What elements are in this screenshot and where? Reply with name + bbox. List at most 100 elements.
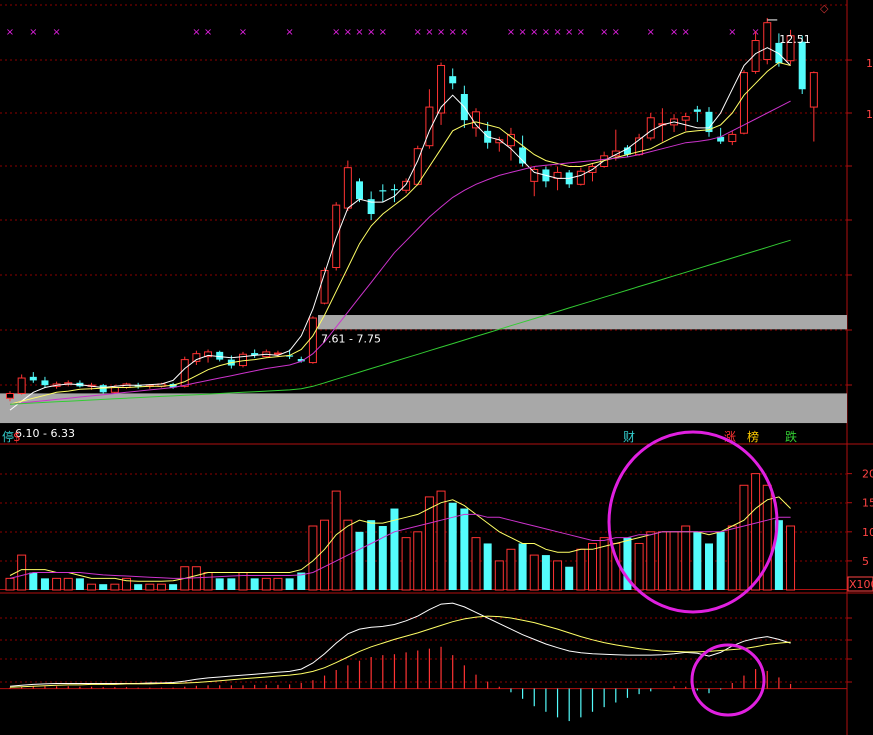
volume-unit-box (847, 576, 873, 592)
candle-up (320, 269, 329, 304)
marker-x: × (437, 27, 445, 38)
price-ma-line (9, 47, 791, 411)
candle-up (751, 40, 760, 72)
volume-axis-label: 15 (862, 497, 873, 510)
volume-bar-up (786, 525, 796, 591)
marker-x: × (577, 27, 585, 38)
candle-down (717, 136, 725, 142)
marker-x: × (647, 27, 655, 38)
macd-line (9, 615, 791, 688)
marker-x: × (553, 27, 561, 38)
candle-up (681, 116, 690, 121)
candle-down (367, 199, 375, 215)
marker-x: × (542, 27, 550, 38)
candle-down (798, 41, 806, 90)
marker-x: × (518, 27, 526, 38)
volume-bar-down (227, 578, 236, 590)
support-zones (0, 315, 847, 424)
volume-bar-down (460, 508, 469, 590)
volume-bar-up (751, 473, 761, 591)
marker-x: × (728, 27, 736, 38)
candle-up (17, 377, 26, 394)
marker-x: × (460, 27, 468, 38)
event-label: 跌 (785, 429, 797, 444)
price-ma-line (9, 61, 791, 405)
candle-up (646, 117, 655, 139)
volume-bar-down (215, 578, 224, 590)
volume-bar-down (774, 520, 783, 590)
volume-bar-down (565, 566, 574, 590)
event-label: $ (13, 430, 21, 444)
volume-bar-up (320, 519, 330, 591)
event-label: 财 (623, 430, 635, 444)
support-zone-label: 6.10 - 6.33 (15, 427, 75, 440)
candle-up (239, 353, 247, 367)
volume-bar-up (52, 577, 62, 591)
price-moving-averages (9, 47, 791, 411)
volume-bar-up (727, 525, 737, 591)
volume-bar-up (739, 484, 749, 591)
volume-bar-up (17, 554, 27, 591)
candle-down (216, 351, 224, 360)
candle-up (728, 133, 737, 143)
candle-down (390, 189, 398, 191)
volume-bar-up (494, 560, 504, 591)
volume-bar-down (250, 578, 259, 590)
marker-x: × (29, 27, 37, 38)
volume-bar-down (716, 531, 725, 590)
candle-up (402, 180, 411, 191)
volume-bar-down (483, 543, 492, 590)
volume-bar-down (693, 531, 702, 590)
candle-up (437, 64, 446, 114)
volume-bar-down (378, 526, 387, 590)
macd-lines (9, 602, 791, 688)
candle-down (623, 147, 631, 155)
volume-bar-up (681, 525, 691, 591)
volume-bar-up (599, 537, 609, 591)
event-label: 停 (2, 429, 14, 444)
candle-down (449, 76, 457, 84)
support-zone-band (0, 393, 847, 424)
volume-bar-up (762, 484, 772, 591)
volume-bar-up (471, 537, 481, 591)
candle-down (705, 111, 713, 133)
candle-down (356, 181, 363, 200)
volume-bar-up (122, 577, 131, 591)
volume-bar-up (424, 496, 434, 591)
volume-axis-label: 10 (862, 526, 873, 539)
marker-x: × (449, 27, 457, 38)
highlight-circle-volume (607, 430, 779, 614)
volume-bar-up (657, 531, 667, 591)
volume-bar-down (297, 572, 306, 590)
volume-bar-down (169, 584, 178, 590)
volume-bar-down (99, 584, 108, 590)
candle-down (251, 353, 259, 356)
candle-up (763, 22, 772, 61)
volume-bar-up (156, 583, 166, 591)
marker-x: × (414, 27, 422, 38)
volume-bar-up (576, 548, 586, 591)
marker-x: × (425, 27, 433, 38)
candle-up (180, 359, 189, 387)
price-axis-label: 1 (866, 108, 873, 121)
candle-down (99, 385, 107, 393)
marker-x: × (239, 27, 247, 38)
volume-bar-up (529, 554, 539, 591)
volume-bar-up (5, 577, 15, 591)
volume-bar-down (134, 584, 143, 590)
candle-down (286, 355, 294, 357)
candle-down (379, 190, 387, 192)
candle-down (41, 380, 49, 386)
support-zone-label: 7.61 - 7.75 (321, 332, 381, 345)
volume-bar-down (448, 502, 457, 590)
candle-up (6, 392, 14, 399)
marker-x: × (612, 27, 620, 38)
candle-up (332, 204, 341, 269)
candle-down (169, 383, 177, 388)
volume-bar-down (355, 531, 364, 590)
corner-diamond-icon: ◇ (820, 2, 829, 15)
marker-x: × (507, 27, 515, 38)
text-labels: 7.61 - 7.756.10 - 6.3312.51停$ 财涨榜跌◇ (2, 2, 829, 444)
volume-bar-down (29, 572, 38, 590)
candle-up (506, 133, 515, 147)
